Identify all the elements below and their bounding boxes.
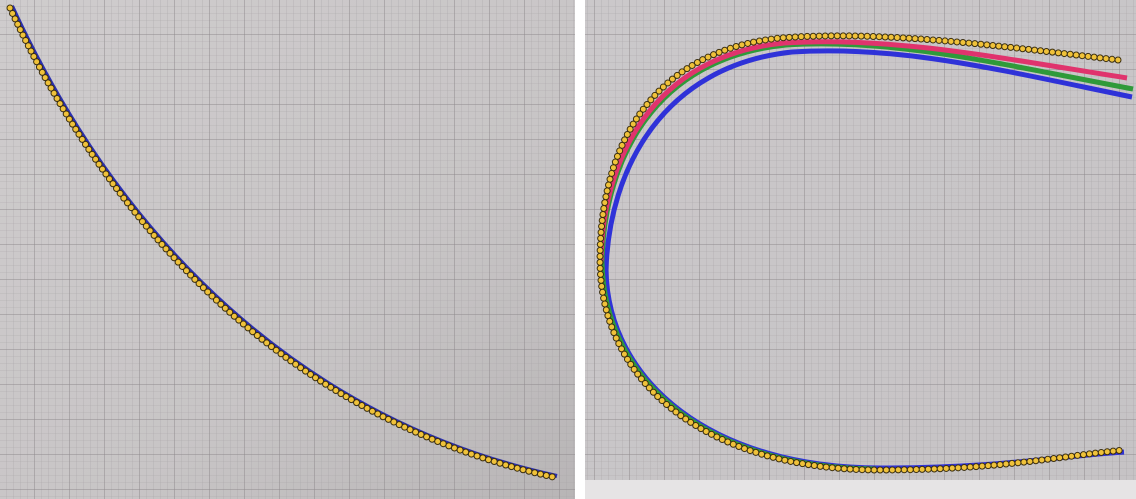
pink-curve (598, 39, 1128, 263)
right-photo (585, 0, 1136, 499)
paper-edge (585, 480, 1136, 499)
yellow-dots (597, 33, 1127, 473)
left-photo (0, 0, 575, 499)
grid (0, 0, 575, 499)
yellow-dots (7, 5, 556, 480)
